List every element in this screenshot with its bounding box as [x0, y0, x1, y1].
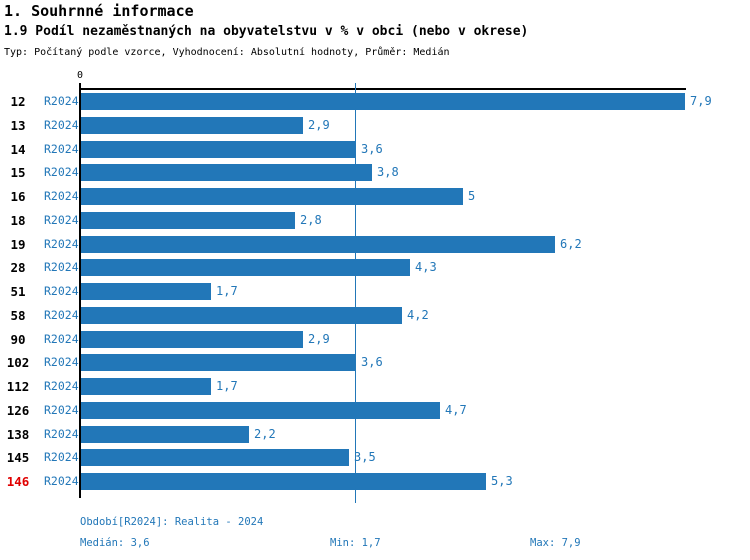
bar: [81, 93, 685, 110]
bar-value-label: 6,2: [560, 237, 582, 251]
bar: [81, 164, 372, 181]
x-axis-line: [79, 88, 686, 90]
row-series-label: R2024: [44, 332, 79, 346]
median-gridline: [355, 83, 356, 503]
row-series-label: R2024: [44, 165, 79, 179]
row-category-label: 126: [6, 403, 30, 418]
row-category-label: 15: [10, 165, 26, 180]
bar: [81, 188, 463, 205]
row-category-label: 138: [6, 427, 30, 442]
bar-value-label: 1,7: [216, 284, 238, 298]
row-series-label: R2024: [44, 118, 79, 132]
row-category-label: 16: [10, 189, 26, 204]
bar-value-label: 2,2: [254, 427, 276, 441]
row-series-label: R2024: [44, 284, 79, 298]
bar: [81, 259, 410, 276]
bar-value-label: 5,3: [491, 474, 513, 488]
row-series-label: R2024: [44, 94, 79, 108]
row-series-label: R2024: [44, 403, 79, 417]
chart-title: 1.9 Podíl nezaměstnaných na obyvatelstvu…: [4, 24, 529, 39]
bar-value-label: 3,8: [377, 165, 399, 179]
row-category-label: 145: [6, 450, 30, 465]
bar: [81, 283, 211, 300]
bar-value-label: 2,8: [300, 213, 322, 227]
row-category-label: 90: [10, 332, 26, 347]
section-title: 1. Souhrnné informace: [4, 2, 194, 20]
footer-min: Min: 1,7: [330, 537, 381, 549]
row-series-label: R2024: [44, 213, 79, 227]
bar-value-label: 7,9: [690, 94, 712, 108]
y-axis-line: [79, 83, 81, 498]
row-series-label: R2024: [44, 379, 79, 393]
bar-value-label: 2,9: [308, 118, 330, 132]
bar-value-label: 3,5: [354, 450, 376, 464]
row-series-label: R2024: [44, 308, 79, 322]
axis-zero-label: 0: [76, 70, 84, 81]
row-category-label: 58: [10, 308, 26, 323]
bar-value-label: 3,6: [361, 142, 383, 156]
bar-value-label: 4,3: [415, 260, 437, 274]
bar-value-label: 1,7: [216, 379, 238, 393]
bar: [81, 236, 555, 253]
bar-value-label: 2,9: [308, 332, 330, 346]
row-series-label: R2024: [44, 237, 79, 251]
row-category-label: 102: [6, 355, 30, 370]
bar: [81, 212, 295, 229]
row-category-label: 12: [10, 94, 26, 109]
row-series-label: R2024: [44, 474, 79, 488]
footer-period: Období[R2024]: Realita - 2024: [80, 516, 264, 528]
footer-median: Medián: 3,6: [80, 537, 150, 549]
row-category-label: 112: [6, 379, 30, 394]
row-series-label: R2024: [44, 355, 79, 369]
bar-value-label: 4,7: [445, 403, 467, 417]
row-series-label: R2024: [44, 189, 79, 203]
bar: [81, 117, 303, 134]
bar: [81, 473, 486, 490]
bar-value-label: 5: [468, 189, 476, 203]
row-series-label: R2024: [44, 142, 79, 156]
bar: [81, 307, 402, 324]
bar: [81, 354, 356, 371]
row-series-label: R2024: [44, 450, 79, 464]
row-series-label: R2024: [44, 427, 79, 441]
footer-max: Max: 7,9: [530, 537, 581, 549]
bar: [81, 378, 211, 395]
bar: [81, 331, 303, 348]
row-category-label: 146: [6, 474, 30, 489]
bar-value-label: 3,6: [361, 355, 383, 369]
chart-meta-line: Typ: Počítaný podle vzorce, Vyhodnocení:…: [4, 47, 450, 58]
bar: [81, 402, 440, 419]
bar: [81, 449, 349, 466]
bar-value-label: 4,2: [407, 308, 429, 322]
row-category-label: 18: [10, 213, 26, 228]
row-category-label: 14: [10, 142, 26, 157]
row-category-label: 28: [10, 260, 26, 275]
row-category-label: 51: [10, 284, 26, 299]
row-category-label: 19: [10, 237, 26, 252]
row-category-label: 13: [10, 118, 26, 133]
bar: [81, 426, 249, 443]
bar: [81, 141, 356, 158]
row-series-label: R2024: [44, 260, 79, 274]
